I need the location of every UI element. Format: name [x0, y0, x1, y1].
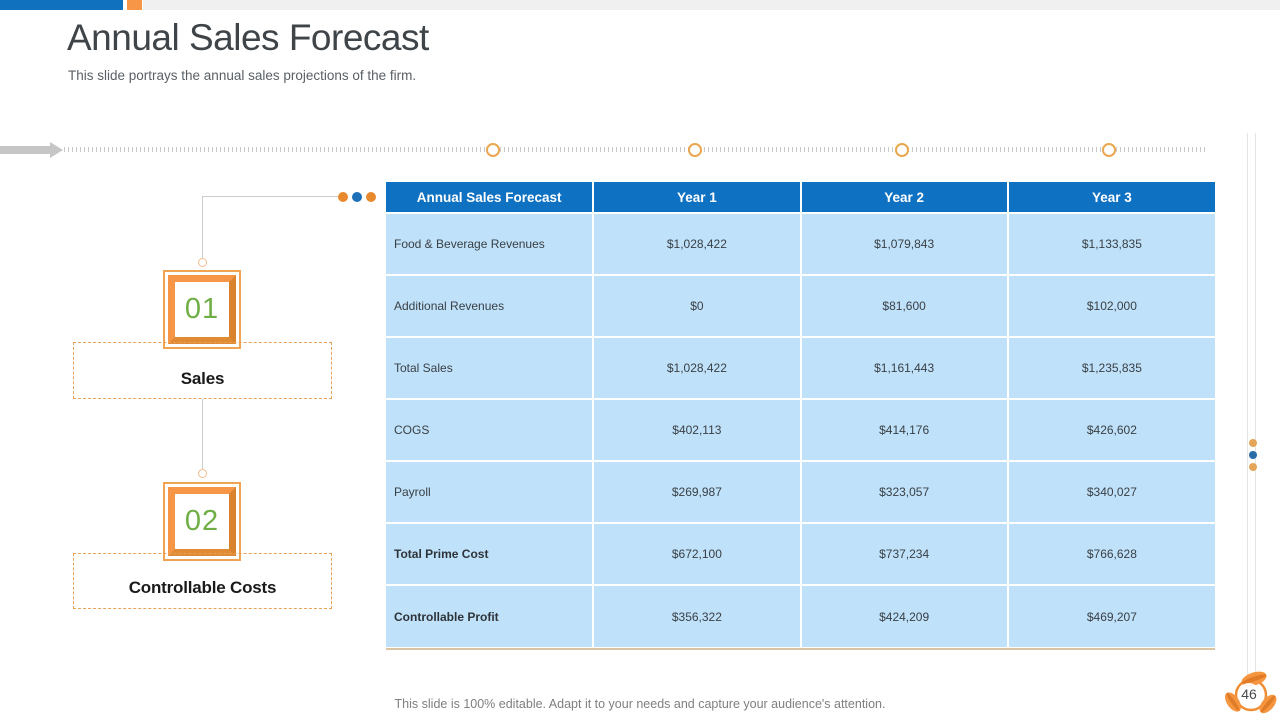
step-connector-vertical-1 — [202, 196, 203, 260]
row-value-cell: $737,234 — [800, 522, 1009, 585]
row-label-cell: Payroll — [386, 460, 595, 523]
table-row: Payroll $269,987 $323,057 $340,027 — [386, 460, 1215, 523]
step-label: Controllable Costs — [128, 578, 277, 597]
timeline-node-3 — [895, 143, 909, 157]
dot-orange-icon — [1249, 439, 1257, 447]
dot-orange-icon — [366, 192, 376, 202]
row-value-cell: $766,628 — [1007, 522, 1215, 585]
page-subtitle: This slide portrays the annual sales pro… — [68, 68, 417, 83]
top-accent-square — [127, 0, 142, 10]
timeline-node-2 — [688, 143, 702, 157]
table-row: Food & Beverage Revenues $1,028,422 $1,0… — [386, 212, 1215, 275]
table-row: Total Sales $1,028,422 $1,161,443 $1,235… — [386, 336, 1215, 399]
step-label: Sales — [180, 368, 225, 388]
row-value-cell: $356,322 — [593, 584, 802, 647]
right-rail-line — [1247, 133, 1248, 678]
dot-blue-icon — [352, 192, 362, 202]
step-number-box-02: 02 — [163, 482, 241, 561]
row-value-cell: $424,209 — [800, 584, 1009, 647]
leaf-wreath-icon: 46 — [1225, 671, 1277, 714]
top-strip-gray — [143, 0, 1280, 10]
right-rail-line — [1255, 133, 1256, 678]
connector-node-2 — [198, 469, 207, 478]
timeline-node-1 — [486, 143, 500, 157]
row-value-cell: $1,235,835 — [1007, 336, 1215, 399]
top-accent-bar — [0, 0, 123, 10]
table-header-cell: Year 1 — [593, 182, 802, 213]
table-bottom-rule — [386, 648, 1215, 650]
row-value-cell: $323,057 — [800, 460, 1009, 523]
row-label-cell: Total Prime Cost — [386, 522, 595, 585]
row-label-cell: COGS — [386, 398, 595, 461]
row-label-cell: Additional Revenues — [386, 274, 595, 337]
row-value-cell: $672,100 — [593, 522, 802, 585]
step-number: 02 — [184, 505, 220, 537]
step-connector-horizontal — [203, 196, 338, 197]
row-value-cell: $1,079,843 — [800, 212, 1009, 275]
row-value-cell: $469,207 — [1007, 584, 1215, 647]
page-title: Annual Sales Forecast — [67, 17, 429, 58]
row-value-cell: $1,133,835 — [1007, 212, 1215, 275]
table-header-cell: Year 2 — [800, 182, 1009, 213]
row-value-cell: $340,027 — [1007, 460, 1215, 523]
table-row: Controllable Profit $356,322 $424,209 $4… — [386, 584, 1215, 647]
table-header-cell: Annual Sales Forecast — [386, 182, 595, 213]
timeline-dotted-line — [64, 147, 1207, 152]
row-value-cell: $402,113 — [593, 398, 802, 461]
dot-orange-icon — [1249, 463, 1257, 471]
timeline-arrow-head-icon — [50, 142, 63, 158]
connector-node-1 — [198, 258, 207, 267]
row-value-cell: $0 — [593, 274, 802, 337]
row-label-cell: Controllable Profit — [386, 584, 595, 647]
row-value-cell: $269,987 — [593, 460, 802, 523]
step-number-box-01: 01 — [163, 270, 241, 349]
timeline-node-4 — [1102, 143, 1116, 157]
row-value-cell: $102,000 — [1007, 274, 1215, 337]
dot-orange-icon — [338, 192, 348, 202]
forecast-table: Annual Sales Forecast Year 1 Year 2 Year… — [386, 182, 1215, 647]
step-label-box-sales: Sales — [73, 342, 332, 399]
step-number-frame: 02 — [168, 487, 236, 556]
table-header-row: Annual Sales Forecast Year 1 Year 2 Year… — [386, 182, 1215, 213]
row-label-cell: Total Sales — [386, 336, 595, 399]
table-header-cell: Year 3 — [1007, 182, 1215, 213]
row-value-cell: $1,028,422 — [593, 212, 802, 275]
dot-blue-icon — [1249, 451, 1257, 459]
row-value-cell: $1,028,422 — [593, 336, 802, 399]
footer-note: This slide is 100% editable. Adapt it to… — [394, 697, 886, 711]
row-value-cell: $426,602 — [1007, 398, 1215, 461]
table-row: Total Prime Cost $672,100 $737,234 $766,… — [386, 522, 1215, 585]
step-number-frame: 01 — [168, 275, 236, 344]
row-value-cell: $414,176 — [800, 398, 1009, 461]
timeline-arrow-icon — [0, 146, 50, 154]
table-row: COGS $402,113 $414,176 $426,602 — [386, 398, 1215, 461]
step-connector-vertical-2 — [202, 399, 203, 469]
row-value-cell: $1,161,443 — [800, 336, 1009, 399]
step-label-box-controllable-costs: Controllable Costs — [73, 553, 332, 609]
row-label-cell: Food & Beverage Revenues — [386, 212, 595, 275]
table-row: Additional Revenues $0 $81,600 $102,000 — [386, 274, 1215, 337]
page-number: 46 — [1241, 686, 1257, 702]
row-value-cell: $81,600 — [800, 274, 1009, 337]
step-number: 01 — [184, 293, 220, 325]
